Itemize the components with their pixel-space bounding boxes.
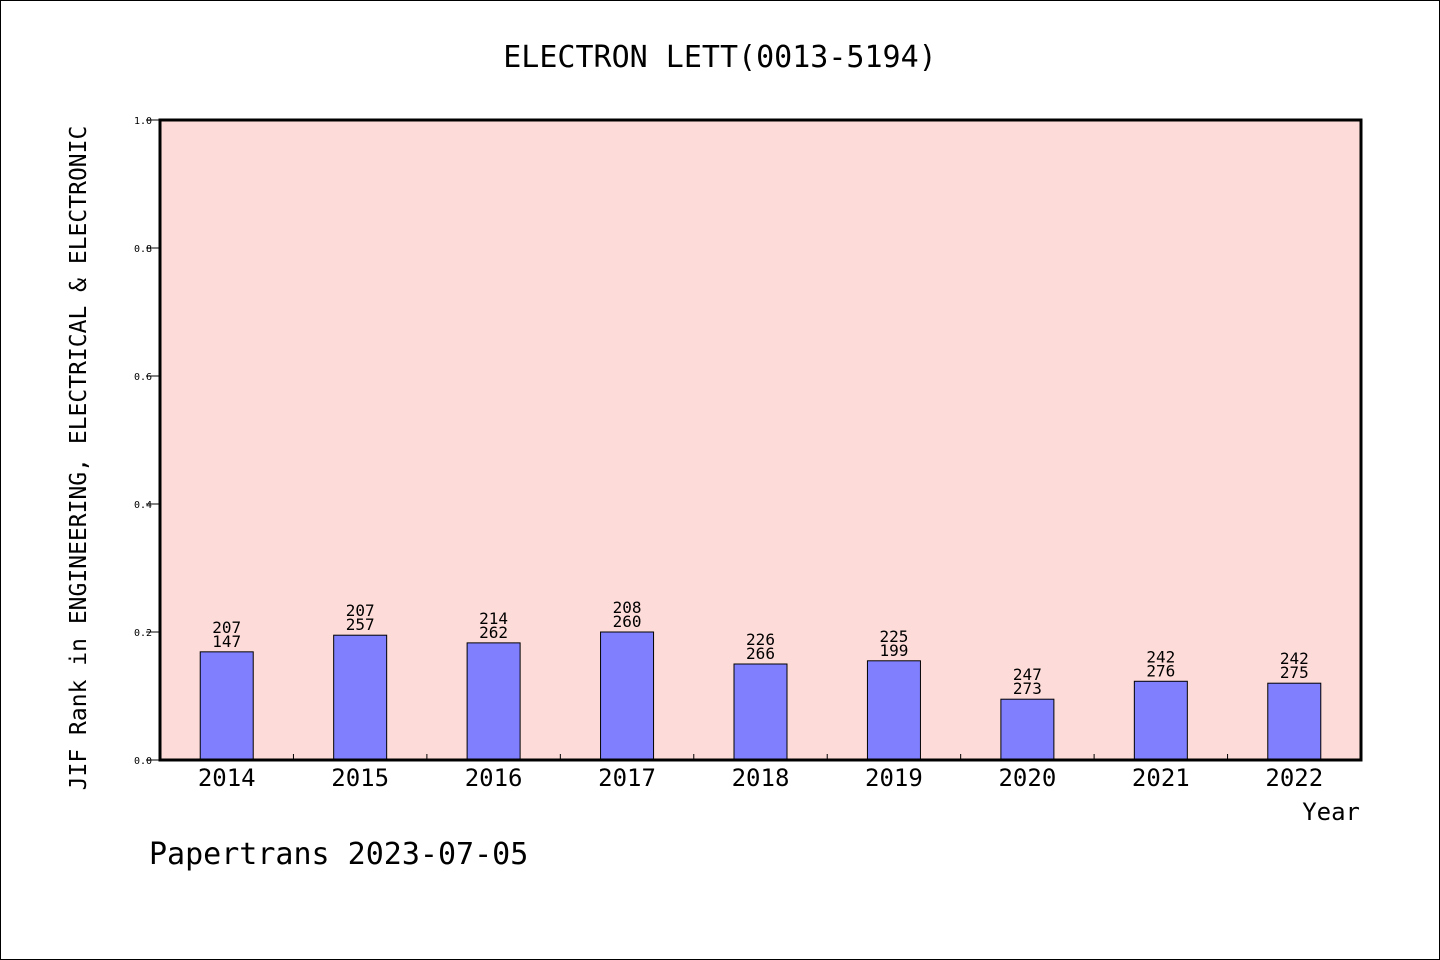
bar-label-bottom: 262 [479,623,508,642]
bar [466,642,521,761]
y-tick-label: 1.0 [134,116,152,127]
y-axis-label: JIF Rank in ENGINEERING, ELECTRICAL & EL… [66,126,92,791]
bar [600,631,655,761]
bar-label-bottom: 260 [613,612,642,631]
y-tick-label: 0.6 [134,372,152,383]
bar-label-top: 242 [1146,647,1175,666]
bar [333,634,388,761]
bar-label-bottom: 147 [212,632,241,651]
x-axis-label: Year [1302,798,1360,826]
bar [199,651,254,761]
y-tick-label: 0.8 [134,244,152,255]
bar [733,663,788,761]
x-tick-label: 2015 [331,764,389,792]
y-tick-label: 0.4 [134,500,152,511]
bar [1267,682,1322,761]
plot-frame [158,118,1363,762]
bar-label-bottom: 273 [1013,679,1042,698]
bar-label-bottom: 276 [1146,661,1175,680]
bar-label-top: 225 [879,627,908,646]
bar [1133,680,1188,761]
x-tick-label: 2016 [465,764,523,792]
bar [1000,698,1055,761]
bar-label-top: 247 [1013,665,1042,684]
x-tick-label: 2020 [998,764,1056,792]
x-tick-label: 2021 [1132,764,1190,792]
bar-label-top: 207 [346,601,375,620]
bars-group [199,631,1322,761]
bar-label-top: 207 [212,618,241,637]
bar-label-bottom: 266 [746,644,775,663]
x-tick-label: 2019 [865,764,923,792]
chart-title: ELECTRON LETT(0013-5194) [503,40,936,75]
y-tick-label: 0.0 [134,756,152,767]
y-axis: 0.0 0.2 0.4 0.6 0.8 1.0 [134,116,160,767]
footer-text: Papertrans 2023-07-05 [149,837,528,872]
x-axis: 2014 2015 2016 2017 2018 2019 2020 2021 2022 [198,754,1323,792]
bar-label-bottom: 257 [346,615,375,634]
bar-label-top: 226 [746,630,775,649]
bar-label-top: 242 [1280,649,1309,668]
bar-label-top: 208 [613,598,642,617]
y-tick-label: 0.2 [134,628,152,639]
x-tick-label: 2017 [598,764,656,792]
bar-label-bottom: 275 [1280,663,1309,682]
bar-label-bottom: 199 [879,641,908,660]
bar [866,660,921,761]
bar-label-top: 214 [479,609,508,628]
x-tick-label: 2022 [1265,764,1323,792]
x-tick-label: 2014 [198,764,256,792]
x-tick-label: 2018 [732,764,790,792]
